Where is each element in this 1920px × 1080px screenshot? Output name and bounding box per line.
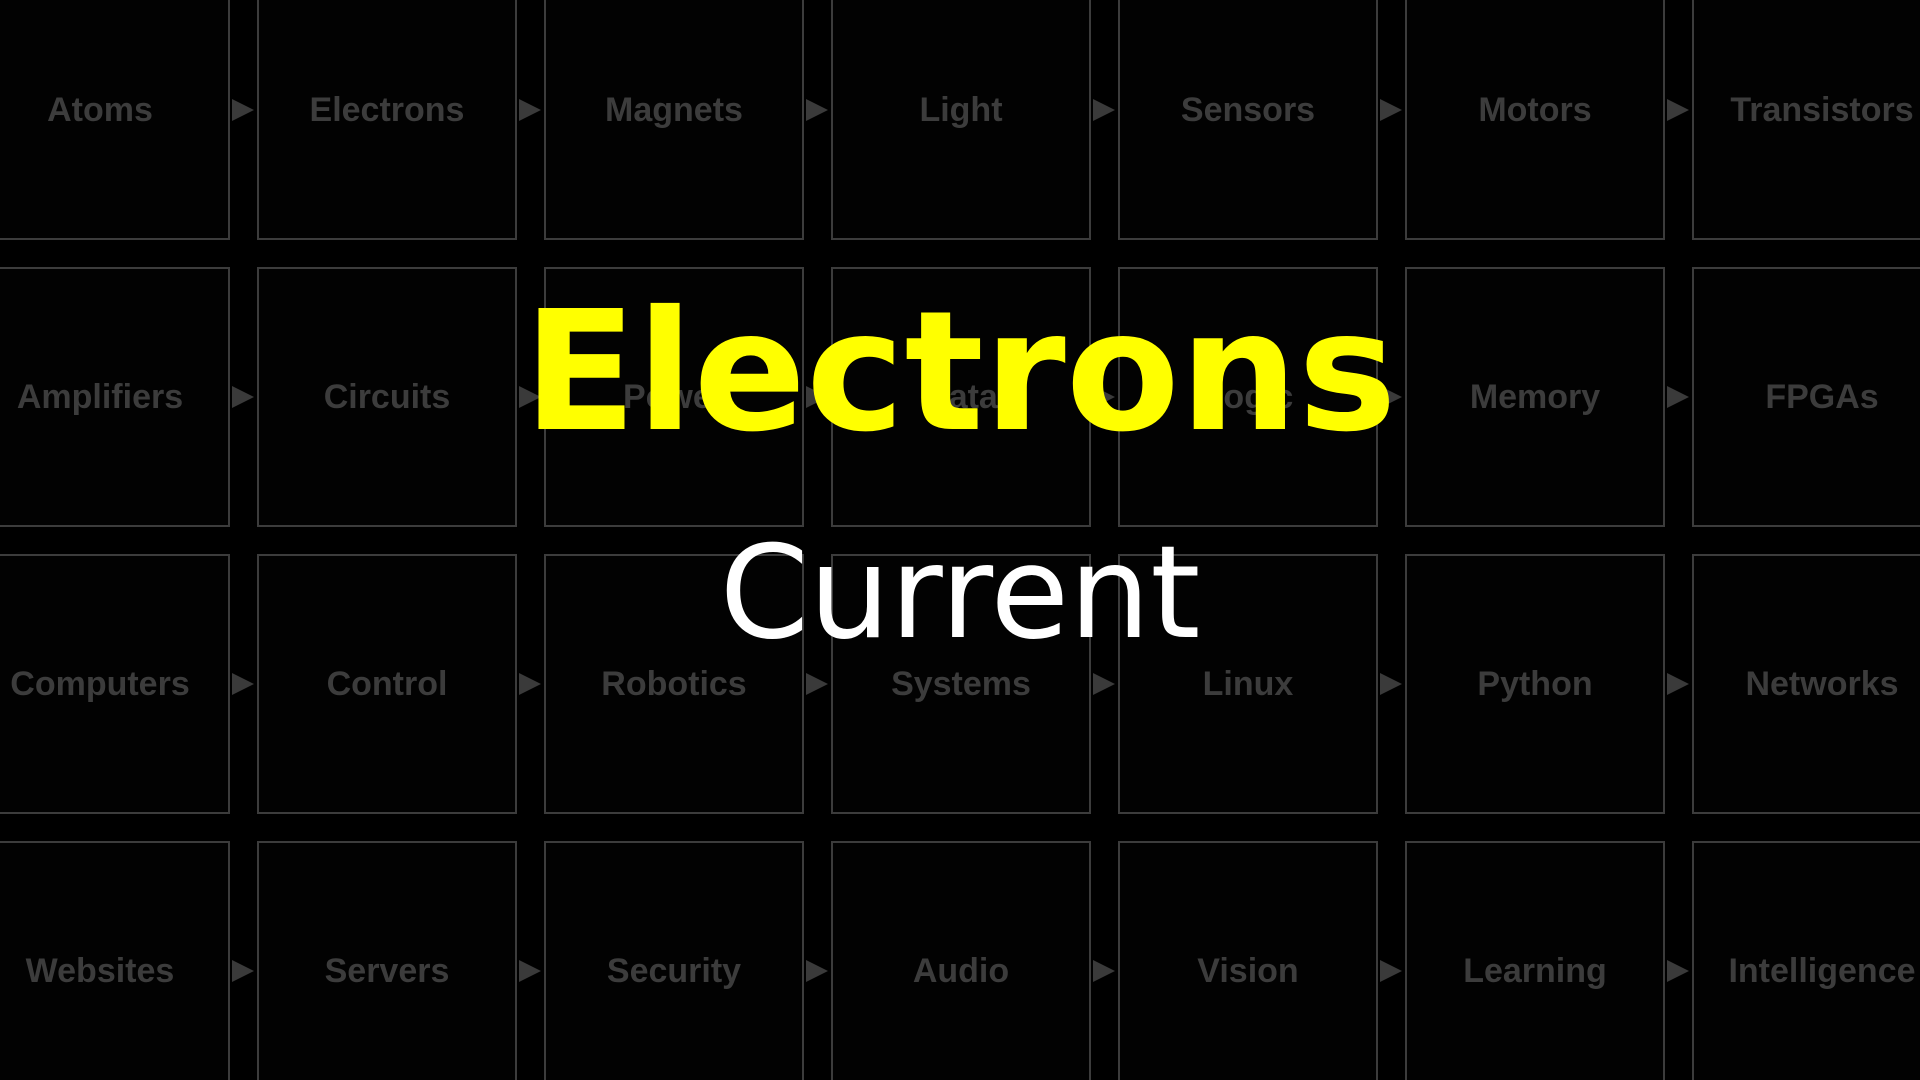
arrow-right-icon — [1380, 99, 1402, 121]
topic-tile-label: Python — [1477, 664, 1593, 703]
arrow-right-icon — [1667, 673, 1689, 695]
topic-tile-label: Linux — [1202, 664, 1294, 703]
arrow-right-icon — [1380, 960, 1402, 982]
topic-tile-label: Computers — [10, 664, 190, 703]
arrow-right-icon — [806, 673, 828, 695]
arrow-right-icon — [1667, 960, 1689, 982]
topic-tile: Computers — [0, 554, 230, 814]
topic-tile-label: FPGAs — [1765, 377, 1879, 416]
topic-tile-label: Atoms — [47, 90, 153, 129]
topic-tile-label: Amplifiers — [16, 377, 184, 416]
topic-tile-label: Light — [919, 90, 1003, 129]
topic-tile: Servers — [257, 841, 517, 1080]
topic-tile-label: Websites — [25, 951, 175, 990]
topic-tile: Data — [831, 267, 1091, 527]
topic-tile: Atoms — [0, 0, 230, 240]
arrow-right-icon — [806, 960, 828, 982]
arrow-right-icon — [1380, 673, 1402, 695]
topic-tile: Systems — [831, 554, 1091, 814]
topic-tile-label: Power — [622, 377, 726, 416]
arrow-right-icon — [232, 960, 254, 982]
arrow-right-icon — [1093, 99, 1115, 121]
arrow-right-icon — [519, 960, 541, 982]
topic-tile-label: Security — [606, 951, 742, 990]
topic-tile-label: Motors — [1478, 90, 1592, 129]
topic-tile: Light — [831, 0, 1091, 240]
slide-title: Electrons — [523, 276, 1397, 469]
topic-tile-label: Networks — [1745, 664, 1899, 703]
topic-tile: Websites — [0, 841, 230, 1080]
topic-tile-label: Robotics — [601, 664, 747, 703]
topic-tile-label: Intelligence — [1728, 951, 1916, 990]
topic-tile: Electrons — [257, 0, 517, 240]
arrow-right-icon — [1667, 386, 1689, 408]
arrow-right-icon — [519, 99, 541, 121]
topic-tile-label: Learning — [1463, 951, 1607, 990]
topic-tile-label: Sensors — [1180, 90, 1316, 129]
arrow-right-icon — [519, 386, 541, 408]
topic-tile: Robotics — [544, 554, 804, 814]
arrow-right-icon — [232, 673, 254, 695]
topic-tile: FPGAs — [1692, 267, 1920, 527]
topic-tile-label: Control — [326, 664, 448, 703]
topic-tile: Circuits — [257, 267, 517, 527]
topic-tile: Python — [1405, 554, 1665, 814]
topic-tile: Security — [544, 841, 804, 1080]
topic-tile-label: Systems — [891, 664, 1031, 703]
topic-tile: Logic — [1118, 267, 1378, 527]
topic-tile-label: Audio — [912, 951, 1010, 990]
topic-tile: Transistors — [1692, 0, 1920, 240]
topic-tile: Memory — [1405, 267, 1665, 527]
topic-tile-label: Logic — [1202, 377, 1294, 416]
topic-tile: Learning — [1405, 841, 1665, 1080]
topic-tile: Linux — [1118, 554, 1378, 814]
topic-tile-label: Transistors — [1730, 90, 1914, 129]
arrow-right-icon — [1093, 960, 1115, 982]
topic-tile: Networks — [1692, 554, 1920, 814]
arrow-right-icon — [232, 99, 254, 121]
arrow-right-icon — [519, 673, 541, 695]
topic-tile-label: Magnets — [605, 90, 743, 129]
topic-tile-label: Vision — [1197, 951, 1299, 990]
topic-tile: Intelligence — [1692, 841, 1920, 1080]
topic-tile: Motors — [1405, 0, 1665, 240]
topic-tile-label: Electrons — [309, 90, 465, 129]
arrow-right-icon — [806, 386, 828, 408]
topic-tile: Vision — [1118, 841, 1378, 1080]
arrow-right-icon — [1093, 386, 1115, 408]
topic-tile: Control — [257, 554, 517, 814]
topic-tile-label: Circuits — [323, 377, 451, 416]
arrow-right-icon — [1093, 673, 1115, 695]
topic-tile-label: Servers — [324, 951, 450, 990]
arrow-right-icon — [232, 386, 254, 408]
arrow-right-icon — [1380, 386, 1402, 408]
arrow-right-icon — [806, 99, 828, 121]
topic-tile-label: Data — [924, 377, 998, 416]
topic-tile: Sensors — [1118, 0, 1378, 240]
slide-subtitle: Current — [719, 519, 1201, 668]
arrow-right-icon — [1667, 99, 1689, 121]
topic-tile: Power — [544, 267, 804, 527]
topic-tile: Magnets — [544, 0, 804, 240]
topic-tile: Audio — [831, 841, 1091, 1080]
topic-tile-label: Memory — [1469, 377, 1601, 416]
topic-tile: Amplifiers — [0, 267, 230, 527]
